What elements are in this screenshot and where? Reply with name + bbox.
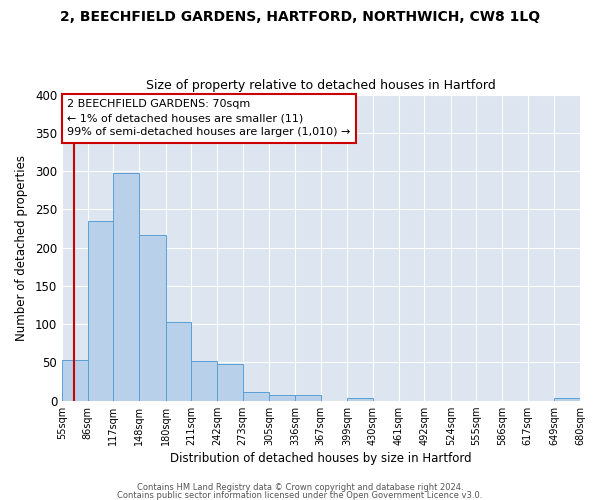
Bar xyxy=(62,360,88,401)
Bar xyxy=(295,396,320,400)
Text: Contains HM Land Registry data © Crown copyright and database right 2024.: Contains HM Land Registry data © Crown c… xyxy=(137,484,463,492)
Bar xyxy=(166,322,191,400)
Text: 2, BEECHFIELD GARDENS, HARTFORD, NORTHWICH, CW8 1LQ: 2, BEECHFIELD GARDENS, HARTFORD, NORTHWI… xyxy=(60,10,540,24)
Y-axis label: Number of detached properties: Number of detached properties xyxy=(15,154,28,340)
Text: 2 BEECHFIELD GARDENS: 70sqm
← 1% of detached houses are smaller (11)
99% of semi: 2 BEECHFIELD GARDENS: 70sqm ← 1% of deta… xyxy=(67,99,350,137)
Bar xyxy=(88,221,113,400)
Bar xyxy=(191,361,217,401)
Bar xyxy=(269,396,295,400)
Bar xyxy=(243,392,269,400)
Bar xyxy=(347,398,373,400)
X-axis label: Distribution of detached houses by size in Hartford: Distribution of detached houses by size … xyxy=(170,452,472,465)
Text: Contains public sector information licensed under the Open Government Licence v3: Contains public sector information licen… xyxy=(118,490,482,500)
Title: Size of property relative to detached houses in Hartford: Size of property relative to detached ho… xyxy=(146,79,496,92)
Bar xyxy=(554,398,580,400)
Bar xyxy=(113,172,139,400)
Bar xyxy=(217,364,243,401)
Bar xyxy=(139,234,166,400)
